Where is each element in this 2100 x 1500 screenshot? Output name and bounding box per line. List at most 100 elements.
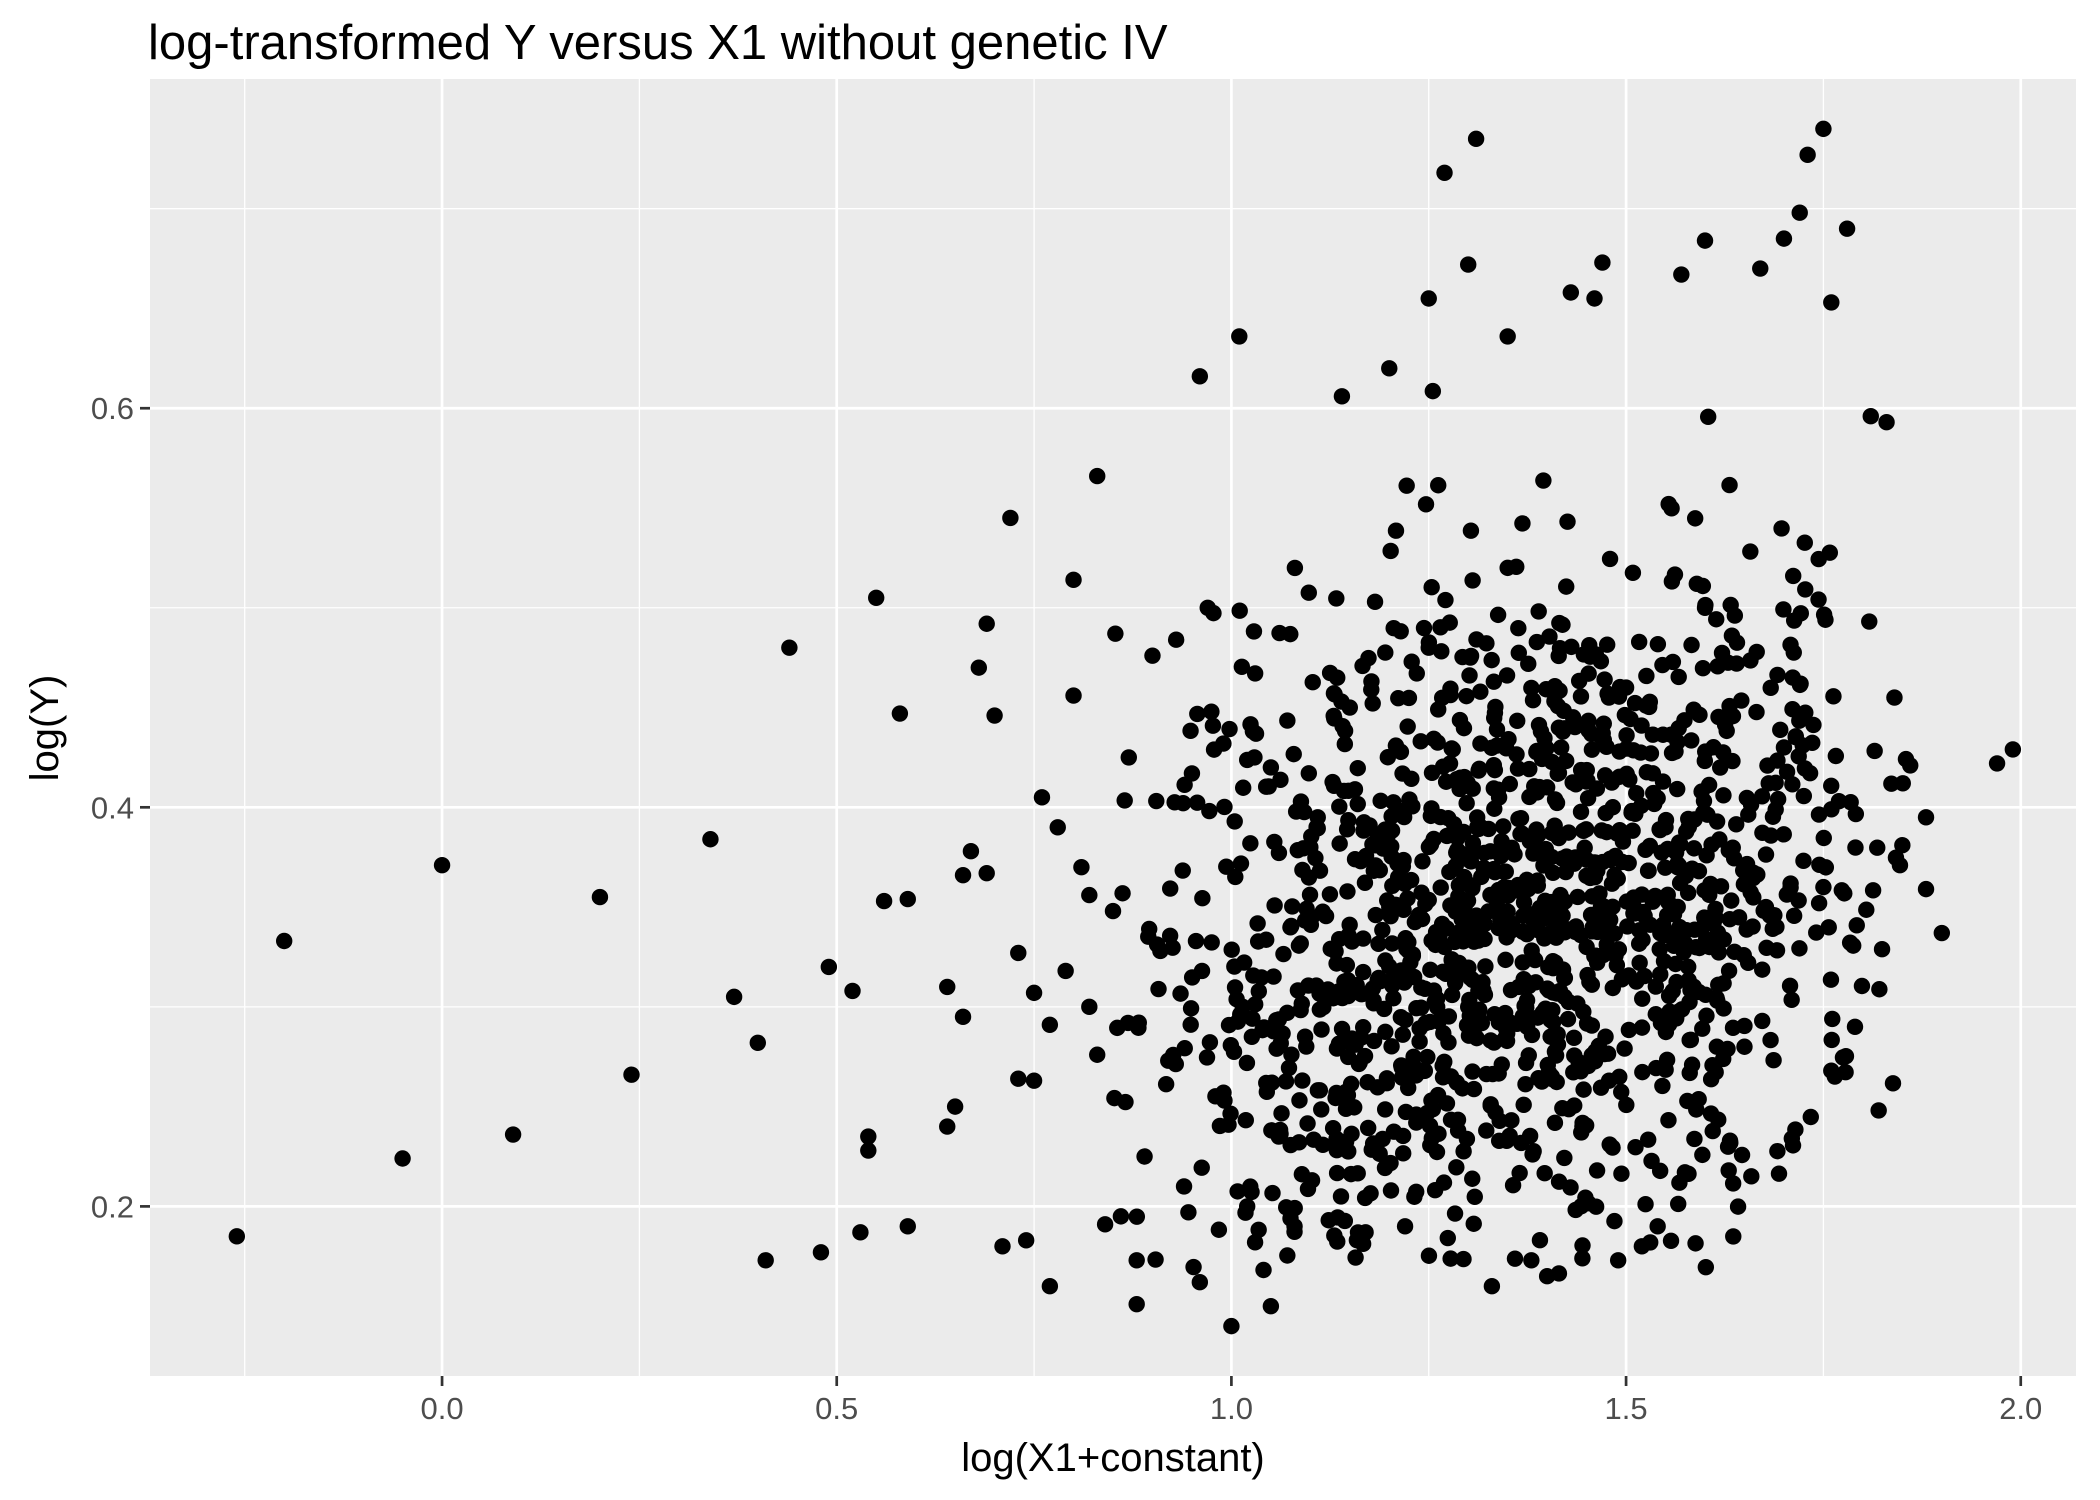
data-point — [1041, 1016, 1059, 1034]
data-point — [1640, 698, 1658, 716]
data-point — [1695, 792, 1713, 810]
data-point — [1796, 760, 1814, 777]
data-point — [1846, 1018, 1864, 1036]
data-point — [1785, 567, 1802, 585]
data-point — [1562, 1179, 1579, 1196]
data-point — [1546, 791, 1564, 808]
data-point — [1551, 639, 1569, 657]
data-point — [1081, 886, 1098, 904]
data-point — [1775, 826, 1792, 843]
data-point — [1364, 695, 1381, 712]
data-point — [1311, 1001, 1329, 1018]
data-point — [1415, 1062, 1432, 1080]
data-point — [1354, 930, 1372, 947]
data-point — [1736, 1038, 1753, 1055]
data-point — [1723, 627, 1741, 644]
data-point — [1443, 740, 1460, 757]
data-point — [1676, 712, 1693, 729]
data-point — [1321, 664, 1339, 682]
data-point — [1503, 1112, 1520, 1129]
data-point — [1229, 1183, 1246, 1200]
data-point — [1339, 1086, 1357, 1104]
data-point — [1546, 1114, 1564, 1131]
data-point — [1858, 901, 1875, 918]
data-point — [1242, 835, 1259, 852]
data-point — [1325, 707, 1342, 725]
data-point — [1249, 915, 1266, 932]
data-point — [1346, 1099, 1363, 1116]
data-point — [1359, 1074, 1376, 1091]
data-point — [1588, 954, 1606, 971]
data-point — [1773, 520, 1790, 537]
data-point — [1576, 839, 1593, 856]
data-point — [1720, 962, 1738, 979]
data-point — [1524, 692, 1542, 709]
data-point — [1348, 976, 1365, 994]
data-point — [1439, 1229, 1456, 1247]
data-point — [1472, 683, 1489, 700]
data-point — [591, 888, 609, 906]
data-point — [1810, 591, 1827, 608]
data-point — [1188, 794, 1206, 811]
data-point — [1266, 897, 1283, 914]
data-point — [1536, 892, 1554, 909]
data-point — [1226, 813, 1243, 830]
data-point — [1283, 917, 1300, 935]
data-point — [1451, 711, 1469, 729]
data-point — [1369, 826, 1386, 843]
data-point — [1830, 792, 1848, 810]
data-point — [1554, 723, 1572, 740]
data-point — [852, 1224, 869, 1241]
data-point — [1263, 1122, 1280, 1139]
data-point — [1657, 811, 1675, 829]
data-point — [1081, 998, 1098, 1016]
data-point — [1377, 1023, 1394, 1040]
data-point — [1447, 969, 1464, 986]
data-point — [1201, 802, 1218, 820]
data-point — [1554, 961, 1572, 978]
data-point — [1847, 805, 1865, 823]
data-point — [1182, 1000, 1200, 1017]
data-point — [1334, 989, 1351, 1007]
data-point — [1485, 673, 1503, 690]
data-point — [1662, 1232, 1680, 1249]
data-point — [1300, 584, 1317, 601]
data-point — [1107, 625, 1124, 642]
data-point — [1408, 1114, 1425, 1131]
data-point — [623, 1066, 640, 1083]
data-point — [1381, 360, 1398, 377]
x-tick-label: 0.0 — [421, 1391, 464, 1426]
data-point — [1603, 875, 1621, 892]
data-point — [1458, 687, 1475, 705]
data-point — [1265, 968, 1282, 985]
data-point — [1686, 1130, 1703, 1148]
data-point — [1025, 1072, 1043, 1089]
data-point — [1225, 1043, 1243, 1061]
data-point — [2004, 741, 2022, 758]
data-point — [1246, 665, 1264, 682]
data-point — [1642, 745, 1660, 762]
data-point — [1167, 1055, 1184, 1073]
data-point — [1697, 596, 1714, 614]
data-point — [1489, 606, 1507, 624]
data-point — [1697, 1258, 1715, 1276]
data-point — [1106, 1089, 1123, 1107]
data-point — [1483, 1278, 1501, 1295]
data-point — [1700, 776, 1718, 794]
data-point — [1147, 1251, 1164, 1268]
data-point — [1778, 763, 1796, 781]
data-point — [1112, 1208, 1130, 1225]
data-point — [1883, 775, 1900, 792]
data-point — [1559, 513, 1576, 530]
plot-panel — [150, 79, 2076, 1376]
data-point — [1754, 1012, 1771, 1030]
data-point — [1581, 637, 1598, 654]
data-point — [1396, 1218, 1414, 1235]
data-point — [1515, 1096, 1532, 1114]
data-point — [1415, 619, 1433, 637]
data-point — [1790, 748, 1807, 765]
data-point — [1384, 935, 1401, 952]
data-point — [1464, 780, 1481, 797]
data-point — [1314, 903, 1331, 920]
data-point — [1637, 841, 1654, 858]
